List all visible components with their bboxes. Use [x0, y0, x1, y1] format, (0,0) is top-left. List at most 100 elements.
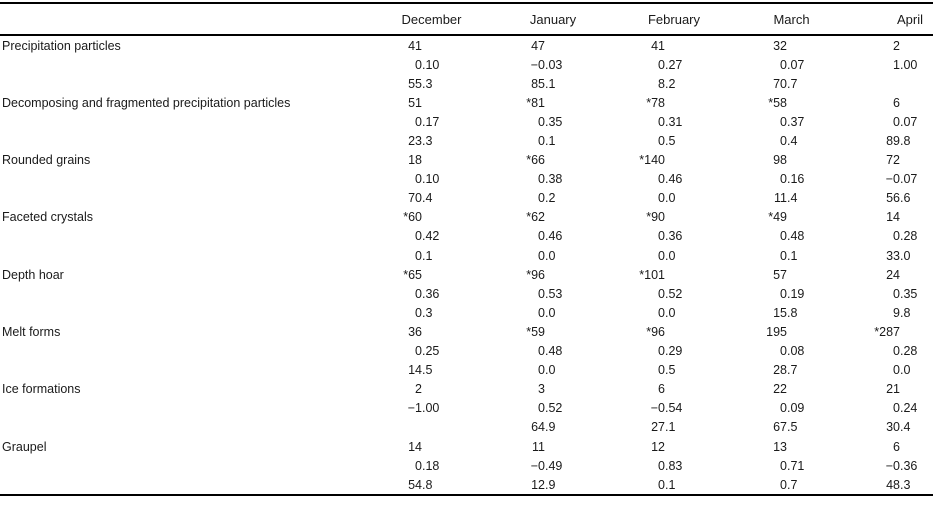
- value-cell: 0.71: [735, 456, 848, 475]
- value-integer-part: 51: [408, 95, 422, 110]
- table-row: 23.3 0.1 0.5 0.4 89.8: [0, 131, 933, 150]
- value-decimal-part: .83: [665, 458, 683, 473]
- row-label: [0, 284, 370, 303]
- value-cell: 0.48: [735, 227, 848, 246]
- value-integer-part: 0: [538, 248, 545, 263]
- row-label: [0, 55, 370, 74]
- value-integer-part: *59: [526, 324, 545, 339]
- value-cell: 70.7: [735, 74, 848, 93]
- table-row: 0.10 −0.03 0.27 0.07 1.00: [0, 55, 933, 74]
- value-cell: 0.52: [613, 284, 735, 303]
- value-cell: 0.52: [493, 399, 613, 418]
- value-cell: −0.07: [848, 170, 933, 189]
- value-integer-part: 0: [538, 401, 545, 416]
- value-integer-part: 0: [780, 477, 787, 492]
- value-decimal-part: .00: [900, 57, 918, 72]
- value-cell: −0.54: [613, 399, 735, 418]
- value-decimal-part: .46: [665, 172, 683, 187]
- row-label: [0, 361, 370, 380]
- table-row: 0.25 0.48 0.29 0.08 0.28: [0, 342, 933, 361]
- value-integer-part: 0: [658, 248, 665, 263]
- value-integer-part: *49: [768, 210, 787, 225]
- value-cell: 0.29: [613, 342, 735, 361]
- value-integer-part: 0: [658, 134, 665, 149]
- value-cell: 0.5: [613, 361, 735, 380]
- table-row: 64.9 27.1 67.5 30.4: [0, 418, 933, 437]
- value-cell: 0.48: [493, 342, 613, 361]
- value-integer-part: *287: [874, 324, 900, 339]
- value-decimal-part: .1: [665, 477, 676, 492]
- value-decimal-part: .28: [900, 344, 918, 359]
- value-integer-part: 0: [780, 286, 787, 301]
- value-cell: 0.09: [735, 399, 848, 418]
- value-cell: 0.08: [735, 342, 848, 361]
- value-cell: 0.3: [370, 303, 493, 322]
- value-integer-part: *78: [646, 95, 665, 110]
- value-cell: 0.0: [613, 189, 735, 208]
- value-integer-part: 11: [532, 439, 545, 454]
- value-integer-part: 14: [886, 210, 900, 225]
- value-integer-part: 0: [658, 363, 665, 378]
- value-decimal-part: .53: [545, 286, 563, 301]
- value-integer-part: 0: [415, 248, 422, 263]
- value-decimal-part: .0: [545, 305, 556, 320]
- row-label: [0, 246, 370, 265]
- value-integer-part: 0: [538, 286, 545, 301]
- value-integer-part: 0: [415, 114, 422, 129]
- row-label: [0, 399, 370, 418]
- value-decimal-part: .49: [545, 458, 563, 473]
- value-decimal-part: .3: [422, 305, 433, 320]
- value-cell: 11: [493, 437, 613, 456]
- value-cell: 0.42: [370, 227, 493, 246]
- value-cell: 23.3: [370, 131, 493, 150]
- value-decimal-part: .5: [422, 363, 433, 378]
- value-cell: 0.28: [848, 342, 933, 361]
- value-decimal-part: .08: [787, 344, 805, 359]
- value-decimal-part: .8: [900, 134, 911, 149]
- value-integer-part: *66: [526, 153, 545, 168]
- value-cell: 14: [848, 208, 933, 227]
- value-decimal-part: .48: [545, 344, 563, 359]
- value-integer-part: 0: [780, 172, 787, 187]
- value-cell: 51: [370, 93, 493, 112]
- value-cell: 0.16: [735, 170, 848, 189]
- row-label: Graupel: [2, 439, 47, 454]
- table-row: 0.42 0.46 0.36 0.48 0.28: [0, 227, 933, 246]
- value-integer-part: 12: [651, 439, 665, 454]
- value-integer-part: 6: [893, 95, 900, 110]
- value-integer-part: 15: [773, 305, 787, 320]
- value-decimal-part: .4: [900, 420, 911, 435]
- row-label: [0, 112, 370, 131]
- value-decimal-part: .71: [787, 458, 805, 473]
- value-cell: [848, 74, 933, 93]
- value-cell: 0.2: [493, 189, 613, 208]
- value-decimal-part: .1: [422, 248, 433, 263]
- value-decimal-part: .03: [545, 57, 563, 72]
- table-row: Ice formations 2 3 6 22 21: [0, 380, 933, 399]
- value-integer-part: 6: [658, 382, 665, 397]
- value-integer-part: −0: [650, 401, 665, 416]
- value-decimal-part: .35: [900, 286, 918, 301]
- value-decimal-part: .1: [545, 134, 556, 149]
- value-cell: 0.83: [613, 456, 735, 475]
- value-cell: 0.17: [370, 112, 493, 131]
- value-cell: 0.1: [613, 475, 735, 495]
- value-cell: 0.38: [493, 170, 613, 189]
- value-decimal-part: .36: [665, 229, 683, 244]
- value-cell: 0.1: [370, 246, 493, 265]
- value-cell: 64.9: [493, 418, 613, 437]
- value-integer-part: 72: [886, 153, 900, 168]
- value-integer-part: 0: [538, 229, 545, 244]
- value-integer-part: 41: [651, 38, 665, 53]
- value-cell: 8.2: [613, 74, 735, 93]
- table-row: Rounded grains 18 *66 *140 98 72: [0, 151, 933, 170]
- value-cell: 28.7: [735, 361, 848, 380]
- row-label: [0, 74, 370, 93]
- value-cell: *58: [735, 93, 848, 112]
- value-cell: 0.4: [735, 131, 848, 150]
- value-integer-part: 70: [408, 191, 422, 206]
- value-cell: 0.10: [370, 170, 493, 189]
- value-decimal-part: .35: [545, 114, 563, 129]
- row-label: [0, 189, 370, 208]
- row-label: [0, 303, 370, 322]
